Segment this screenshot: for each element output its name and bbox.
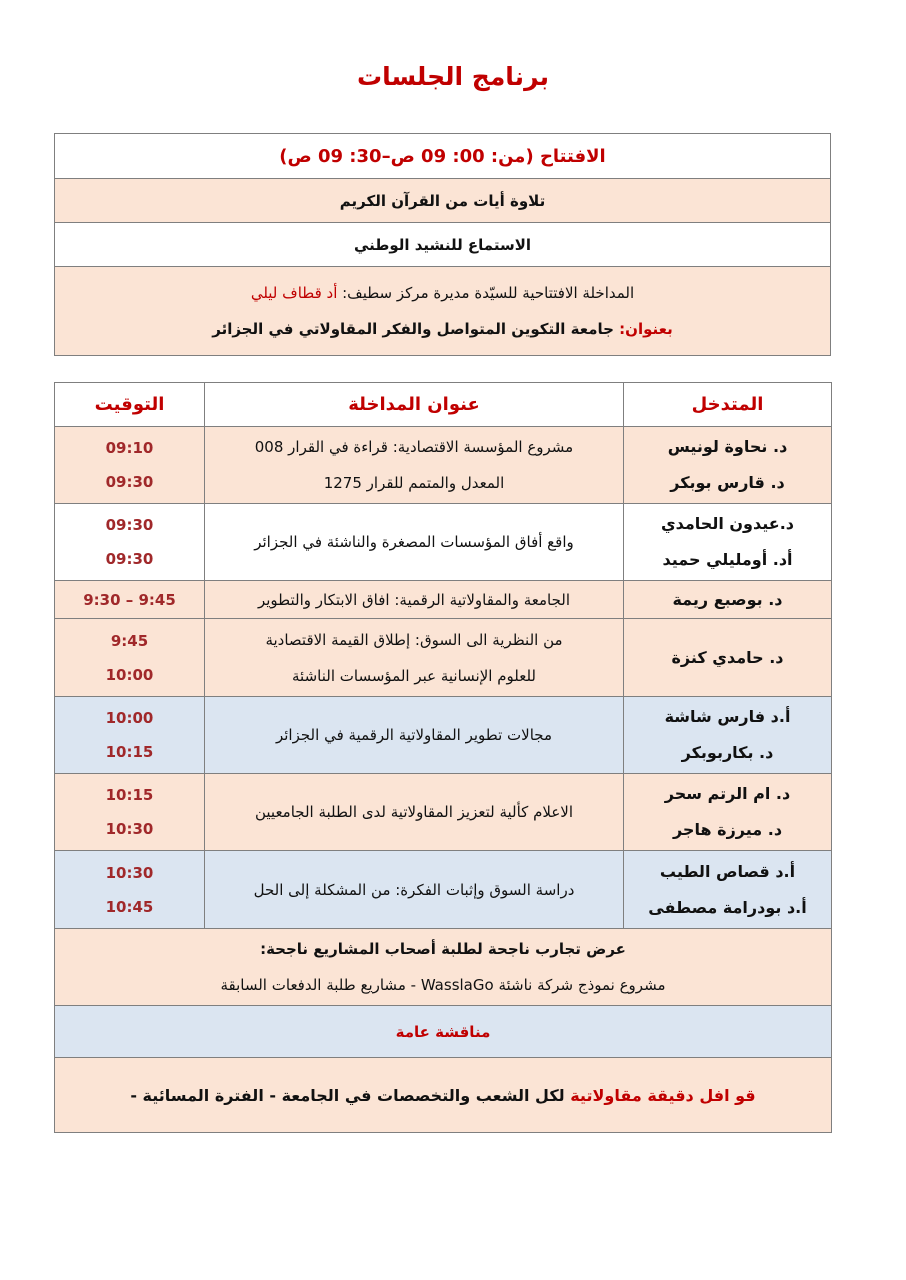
speaker-name-cell: د.عيدون الحامدي أد. أومليلي حميد: [623, 503, 832, 581]
page-title: برنامج الجلسات: [356, 62, 550, 91]
speaker-name: د. حامدي كنزة: [671, 647, 784, 667]
session-title-cell: مجالات تطوير المقاولاتية الرقمية في الجز…: [204, 696, 624, 774]
session-title-cell: مشروع المؤسسة الاقتصادية: قراءة في القرا…: [204, 426, 624, 504]
session-time-cell: 10:30 10:45: [54, 850, 205, 929]
session-time: 10:30: [105, 820, 154, 838]
speaker-name-cell: د. نحاوة لونيس د. قارس بوبكر: [623, 426, 832, 504]
speech-prefix: المداخلة الافتتاحية للسيّدة مديرة مركز س…: [337, 284, 635, 302]
topic-label: بعنوان:: [613, 320, 673, 338]
session-time: 9:45: [110, 631, 149, 650]
session-row: أ.د فارس شاشة د. بكاربوبكر مجالات تطوير ال…: [54, 696, 832, 774]
speaker-name: أ.د فارس شاشة: [664, 707, 791, 726]
session-title: الجامعة والمقاولاتية الرقمية: افاق الابت…: [257, 590, 571, 609]
caravans-red: قو افل دقيقة مقاولاتية: [570, 1085, 756, 1105]
topic: جامعة التكوين المتواصل والفكر المقاولاتي…: [212, 320, 614, 338]
session-title: المعدل والمتمم للقرار 1275: [323, 474, 505, 492]
caravans-rest: لكل الشعب والتخصصات في الجامعة - الفترة …: [130, 1085, 571, 1105]
session-title-cell: الاعلام كألية لتعزيز المقاولاتية لدى الط…: [204, 773, 624, 851]
speaker-name: د. بوصبع ريمة: [672, 589, 783, 609]
session-title: الاعلام كألية لتعزيز المقاولاتية لدى الط…: [254, 803, 574, 821]
session-row: أ.د قصاص الطيب أ.د بودرامة مصطفى دراسة الس…: [54, 850, 832, 929]
session-time: 09:10: [105, 439, 154, 457]
session-row: د. نحاوة لونيس د. قارس بوبكر مشروع المؤسسة…: [54, 426, 832, 504]
speaker-name: د. قارس بوبكر: [670, 473, 785, 492]
caravans-cell: قو افل دقيقة مقاولاتية لكل الشعب والتخصص…: [54, 1057, 832, 1133]
speaker-name: أد. أومليلي حميد: [662, 550, 793, 569]
session-time-cell: 09:30 09:30: [54, 503, 205, 581]
speaker-name: د. ميرزة هاجر: [672, 820, 783, 839]
speaker-name-cell: أ.د قصاص الطيب أ.د بودرامة مصطفى: [623, 850, 832, 929]
experiences-cell: عرض تجارب ناجحة لطلبة أصحاب المشاريع ناج…: [54, 928, 832, 1006]
session-time: 09:30: [105, 550, 154, 568]
session-time-cell: 9:45 10:00: [54, 618, 205, 697]
session-time-cell: 10:00 10:15: [54, 696, 205, 774]
opening-table: الافتتاح (من: 00: 09 ص–30: 09 ص) تلاوة أ…: [54, 133, 831, 356]
session-time: 10:45: [105, 897, 154, 916]
speaker-name: أ.د بودرامة مصطفى: [648, 897, 807, 917]
speaker-name: د.عيدون الحامدي: [660, 514, 794, 533]
session-time: 9:30 – 9:45: [83, 590, 176, 609]
session-title: للعلوم الإنسانية عبر المؤسسات الناشئة: [292, 666, 536, 685]
session-time: 09:30: [105, 516, 154, 534]
sessions-table: المتدخل عنوان المداخلة التوقيت د. نحاوة …: [54, 382, 832, 1133]
header-title: عنوان المداخلة: [204, 382, 624, 427]
experiences-heading: عرض تجارب ناجحة لطلبة أصحاب المشاريع ناج…: [260, 940, 626, 958]
session-row: د. بوصبع ريمة الجامعة والمقاولاتية الرقمي…: [54, 580, 832, 619]
session-title: مجالات تطوير المقاولاتية الرقمية في الجز…: [275, 726, 552, 744]
session-row: د. ام الرتم سحر د. ميرزة هاجر الاعلام كألي…: [54, 773, 832, 851]
session-row: د. حامدي كنزة من النظرية الى السوق: إطلاق…: [54, 618, 832, 697]
speaker-name: د. بكاربوبكر: [681, 743, 774, 762]
speaker-name-cell: أ.د فارس شاشة د. بكاربوبكر: [623, 696, 832, 774]
header-time: التوقيت: [54, 382, 205, 427]
speaker-name: د. نحاوة لونيس: [667, 437, 788, 456]
speaker-name: د. ام الرتم سحر: [664, 784, 791, 803]
session-title: واقع أفاق المؤسسات المصغرة والناشئة في ا…: [254, 533, 574, 551]
experiences-text: مشروع نموذج شركة ناشئة WasslaGo - مشاريع…: [220, 976, 666, 994]
session-title: من النظرية الى السوق: إطلاق القيمة الاقت…: [265, 630, 563, 649]
session-time-cell: 09:10 09:30: [54, 426, 205, 504]
session-title-cell: من النظرية الى السوق: إطلاق القيمة الاقت…: [204, 618, 624, 697]
speaker-name-cell: د. حامدي كنزة: [623, 618, 832, 697]
session-title-cell: دراسة السوق وإثبات الفكرة: من المشكلة إل…: [204, 850, 624, 929]
session-title: دراسة السوق وإثبات الفكرة: من المشكلة إل…: [253, 880, 575, 899]
session-time: 10:00: [105, 665, 154, 684]
session-time: 10:15: [105, 786, 154, 804]
speaker-name-cell: د. بوصبع ريمة: [623, 580, 832, 619]
session-time: 10:00: [105, 709, 154, 727]
session-time-cell: 9:30 – 9:45: [54, 580, 205, 619]
speech-name: أد قطاف ليلي: [250, 284, 338, 302]
session-title-cell: الجامعة والمقاولاتية الرقمية: افاق الابت…: [204, 580, 624, 619]
opening-heading: الافتتاح (من: 00: 09 ص–30: 09 ص): [54, 133, 831, 179]
session-title-cell: واقع أفاق المؤسسات المصغرة والناشئة في ا…: [204, 503, 624, 581]
quran-recitation: تلاوة أيات من القرآن الكريم: [54, 178, 831, 223]
session-time: 10:30: [105, 863, 154, 882]
header-speaker: المتدخل: [623, 382, 832, 427]
session-time-cell: 10:15 10:30: [54, 773, 205, 851]
speaker-name: أ.د قصاص الطيب: [659, 861, 796, 881]
session-time: 10:15: [105, 743, 154, 761]
speaker-name-cell: د. ام الرتم سحر د. ميرزة هاجر: [623, 773, 832, 851]
opening-speech: المداخلة الافتتاحية للسيّدة مديرة مركز س…: [54, 266, 831, 356]
session-title: مشروع المؤسسة الاقتصادية: قراءة في القرا…: [254, 438, 574, 456]
session-row: د.عيدون الحامدي أد. أومليلي حميد واقع أفاق…: [54, 503, 832, 581]
general-discussion: مناقشة عامة: [54, 1005, 832, 1058]
national-anthem: الاستماع للنشيد الوطني: [54, 222, 831, 267]
session-time: 09:30: [105, 473, 154, 491]
